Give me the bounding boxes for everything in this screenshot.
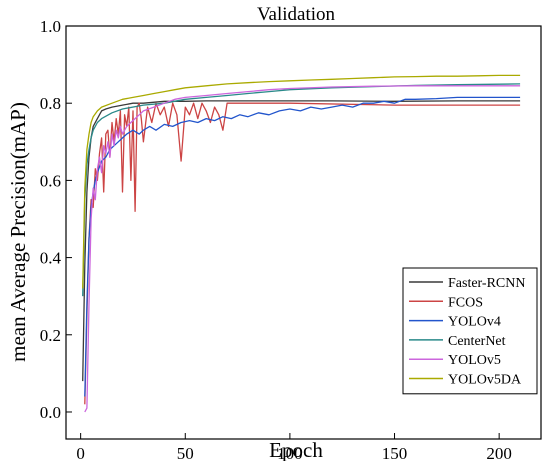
y-axis-label: mean Average Precision(mAP)	[6, 102, 30, 362]
x-tick-label: 150	[382, 444, 408, 461]
series-line-3	[84, 96, 521, 397]
legend-label: FCOS	[448, 295, 483, 310]
y-tick-label: 0.0	[40, 403, 61, 422]
chart-title: Validation	[257, 4, 336, 25]
series-line-5	[84, 85, 521, 413]
legend-label: YOLOv4	[448, 315, 501, 330]
series-line-6	[82, 74, 521, 289]
y-tick-label: 0.6	[40, 171, 61, 190]
x-tick-label: 50	[177, 444, 194, 461]
legend: Faster-RCNN FCOS YOLOv4 CenterNet YOLOv5 YOLO…	[402, 267, 538, 395]
x-axis-label: Epoch	[269, 438, 323, 461]
y-tick-label: 0.4	[40, 249, 62, 268]
x-tick-label: 200	[486, 444, 512, 461]
legend-label: Faster-RCNN	[448, 276, 526, 291]
plot-area	[82, 74, 521, 413]
axis-ticks: 0 50 100 150 200 0.0 0.2 0.4 0.6 0.8 1.0	[40, 17, 512, 461]
legend-label: YOLOv5DA	[448, 373, 522, 388]
y-tick-label: 1.0	[40, 17, 61, 36]
series-line-2	[84, 102, 521, 405]
y-tick-label: 0.2	[40, 326, 61, 345]
x-tick-label: 100	[277, 444, 303, 461]
plot-frame	[65, 25, 542, 440]
y-tick-label: 0.8	[40, 94, 61, 113]
legend-box	[402, 267, 538, 395]
x-tick-label: 0	[76, 444, 85, 461]
legend-label: YOLOv5	[448, 353, 501, 368]
legend-label: CenterNet	[448, 334, 506, 349]
series-line-4	[82, 83, 521, 297]
